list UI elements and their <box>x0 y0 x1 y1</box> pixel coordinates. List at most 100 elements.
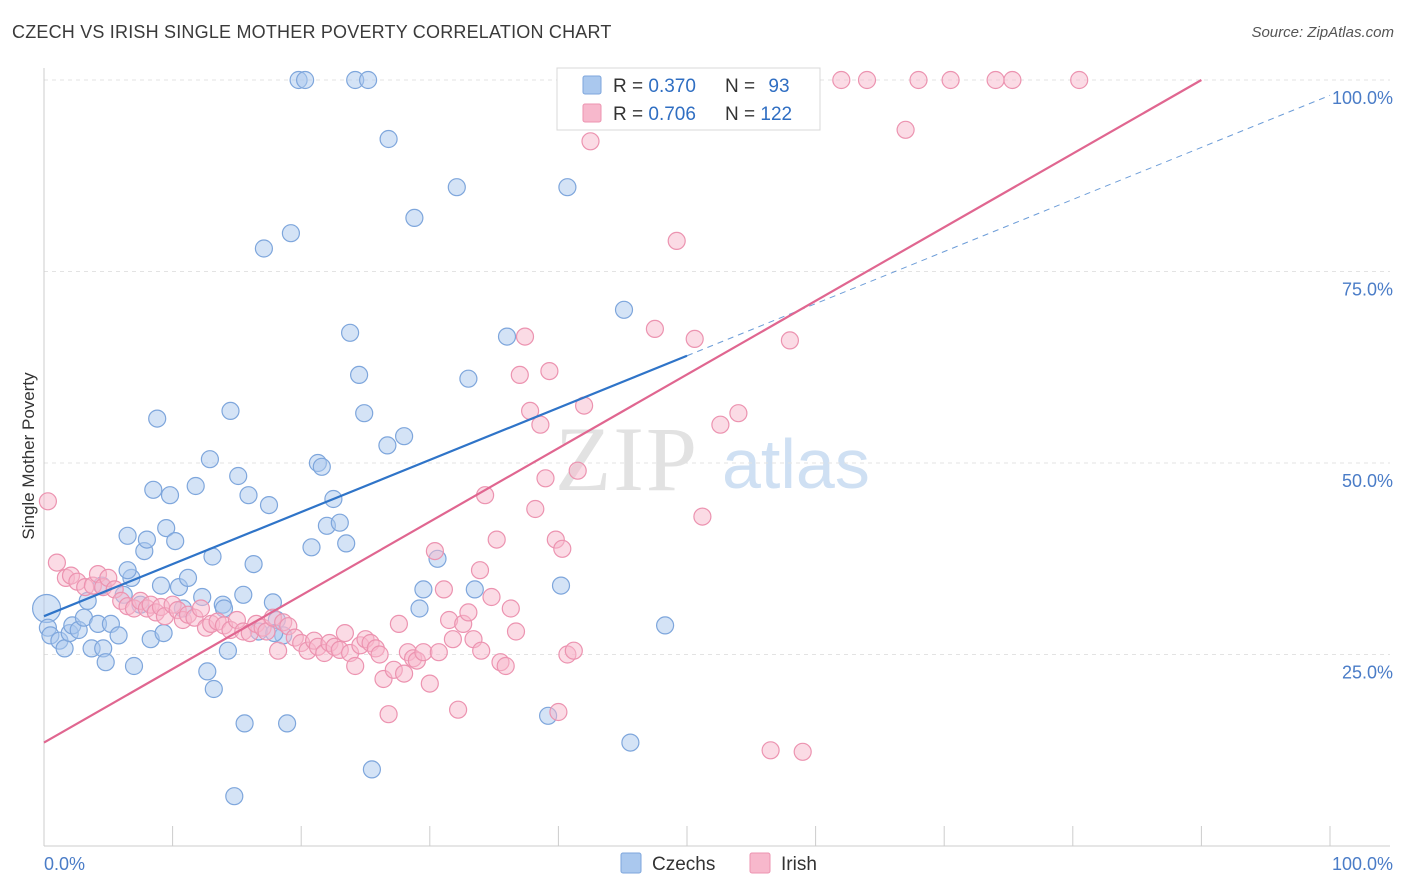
bottom-legend: Czechs Irish <box>620 852 817 875</box>
point-czechs-91 <box>118 561 137 580</box>
y-tick-label-1: 50.0% <box>1342 471 1393 491</box>
point-irish-59 <box>379 705 398 724</box>
svg-text:N = 93: N = 93 <box>725 76 790 97</box>
y-tick-label-2: 75.0% <box>1342 280 1393 300</box>
point-czechs-48 <box>244 554 263 574</box>
point-czechs-87 <box>621 733 640 752</box>
point-irish-107 <box>685 329 704 348</box>
point-czechs-26 <box>148 409 167 428</box>
stats-czechs-r-label: R = <box>613 76 648 97</box>
point-irish-82 <box>496 656 515 676</box>
watermark-atlas: atlas <box>722 425 870 503</box>
point-czechs-69 <box>355 404 374 423</box>
point-irish-117 <box>857 70 877 90</box>
point-irish-125 <box>472 641 491 660</box>
point-czechs-70 <box>359 70 378 90</box>
point-irish-86 <box>515 327 535 346</box>
point-irish-75 <box>459 603 478 622</box>
point-czechs-23 <box>137 530 156 549</box>
point-irish-62 <box>395 664 414 683</box>
point-irish-25 <box>191 599 210 618</box>
point-czechs-0 <box>31 593 62 624</box>
series-czechs-points <box>31 70 675 806</box>
point-czechs-72 <box>379 129 398 149</box>
trendline-czechs <box>43 354 688 618</box>
point-czechs-50 <box>254 239 273 258</box>
point-irish-118 <box>896 120 915 139</box>
point-czechs-75 <box>405 208 424 227</box>
point-czechs-4 <box>55 639 74 658</box>
point-irish-0 <box>38 492 58 511</box>
point-irish-116 <box>832 70 851 90</box>
point-irish-67 <box>420 674 439 693</box>
point-czechs-65 <box>337 534 356 553</box>
point-czechs-45 <box>234 585 253 604</box>
point-irish-77 <box>470 561 490 580</box>
point-irish-115 <box>793 742 812 761</box>
point-irish-89 <box>531 415 550 434</box>
svg-text:N = 122: N = 122 <box>725 104 792 125</box>
point-czechs-44 <box>229 466 248 486</box>
point-irish-120 <box>941 70 960 90</box>
point-czechs-73 <box>378 436 397 455</box>
legend-label-irish: Irish <box>781 854 817 875</box>
point-irish-70 <box>434 580 453 599</box>
point-irish-121 <box>986 70 1005 90</box>
point-irish-79 <box>482 587 501 607</box>
point-irish-68 <box>425 541 444 561</box>
point-czechs-34 <box>186 476 205 496</box>
point-czechs-68 <box>350 365 369 384</box>
stats-legend: R = 0.370 N = 93 R = 0.706 N = 122 <box>556 67 821 131</box>
point-czechs-20 <box>124 656 144 676</box>
x-axis-tick-labels: 0.0% 100.0% <box>44 854 1393 874</box>
point-czechs-84 <box>551 576 571 595</box>
stats-czechs-n-label: N = <box>725 76 760 97</box>
point-czechs-30 <box>166 531 185 551</box>
point-irish-110 <box>729 404 748 423</box>
source-label: Source: ZipAtlas.com <box>1251 24 1394 41</box>
point-czechs-71 <box>362 760 381 779</box>
stats-irish-r-label: R = <box>613 104 648 125</box>
stats-irish-n-value: 122 <box>760 104 792 125</box>
point-czechs-85 <box>558 178 577 197</box>
stats-czechs-r-value: 0.370 <box>648 76 696 97</box>
trendline-irish <box>43 79 1202 744</box>
point-czechs-55 <box>281 224 300 243</box>
point-irish-113 <box>761 741 780 760</box>
point-irish-122 <box>1003 70 1022 90</box>
point-irish-38 <box>269 641 288 660</box>
stats-irish-r-value: 0.706 <box>648 104 696 125</box>
point-czechs-86 <box>614 300 634 319</box>
point-czechs-27 <box>151 576 171 595</box>
x-tick-label-1: 100.0% <box>1332 854 1393 874</box>
point-czechs-56 <box>278 714 297 733</box>
point-irish-61 <box>389 614 408 634</box>
point-irish-98 <box>581 132 600 151</box>
y-tick-label-0: 25.0% <box>1342 663 1393 683</box>
stats-irish-n-label: N = <box>725 104 760 125</box>
point-czechs-37 <box>200 450 219 469</box>
page-title: CZECH VS IRISH SINGLE MOTHER POVERTY COR… <box>12 22 612 42</box>
point-irish-1 <box>47 553 67 572</box>
point-irish-84 <box>506 622 526 641</box>
point-irish-106 <box>667 231 686 250</box>
point-czechs-76 <box>410 599 429 618</box>
point-czechs-36 <box>198 662 217 681</box>
watermark: ZIP atlas <box>555 408 870 510</box>
watermark-zip: ZIP <box>555 408 699 510</box>
point-czechs-51 <box>259 496 279 515</box>
point-irish-52 <box>346 656 365 676</box>
point-czechs-47 <box>239 486 258 505</box>
point-czechs-88 <box>655 616 675 635</box>
point-irish-80 <box>487 530 506 549</box>
point-irish-109 <box>711 415 730 434</box>
legend-swatch-irish <box>749 852 771 874</box>
point-irish-114 <box>780 331 800 350</box>
trendlines <box>43 79 1331 744</box>
point-irish-91 <box>540 362 559 381</box>
point-irish-66 <box>414 643 433 662</box>
point-czechs-58 <box>296 70 315 90</box>
point-irish-88 <box>526 499 545 519</box>
point-czechs-39 <box>204 679 223 699</box>
